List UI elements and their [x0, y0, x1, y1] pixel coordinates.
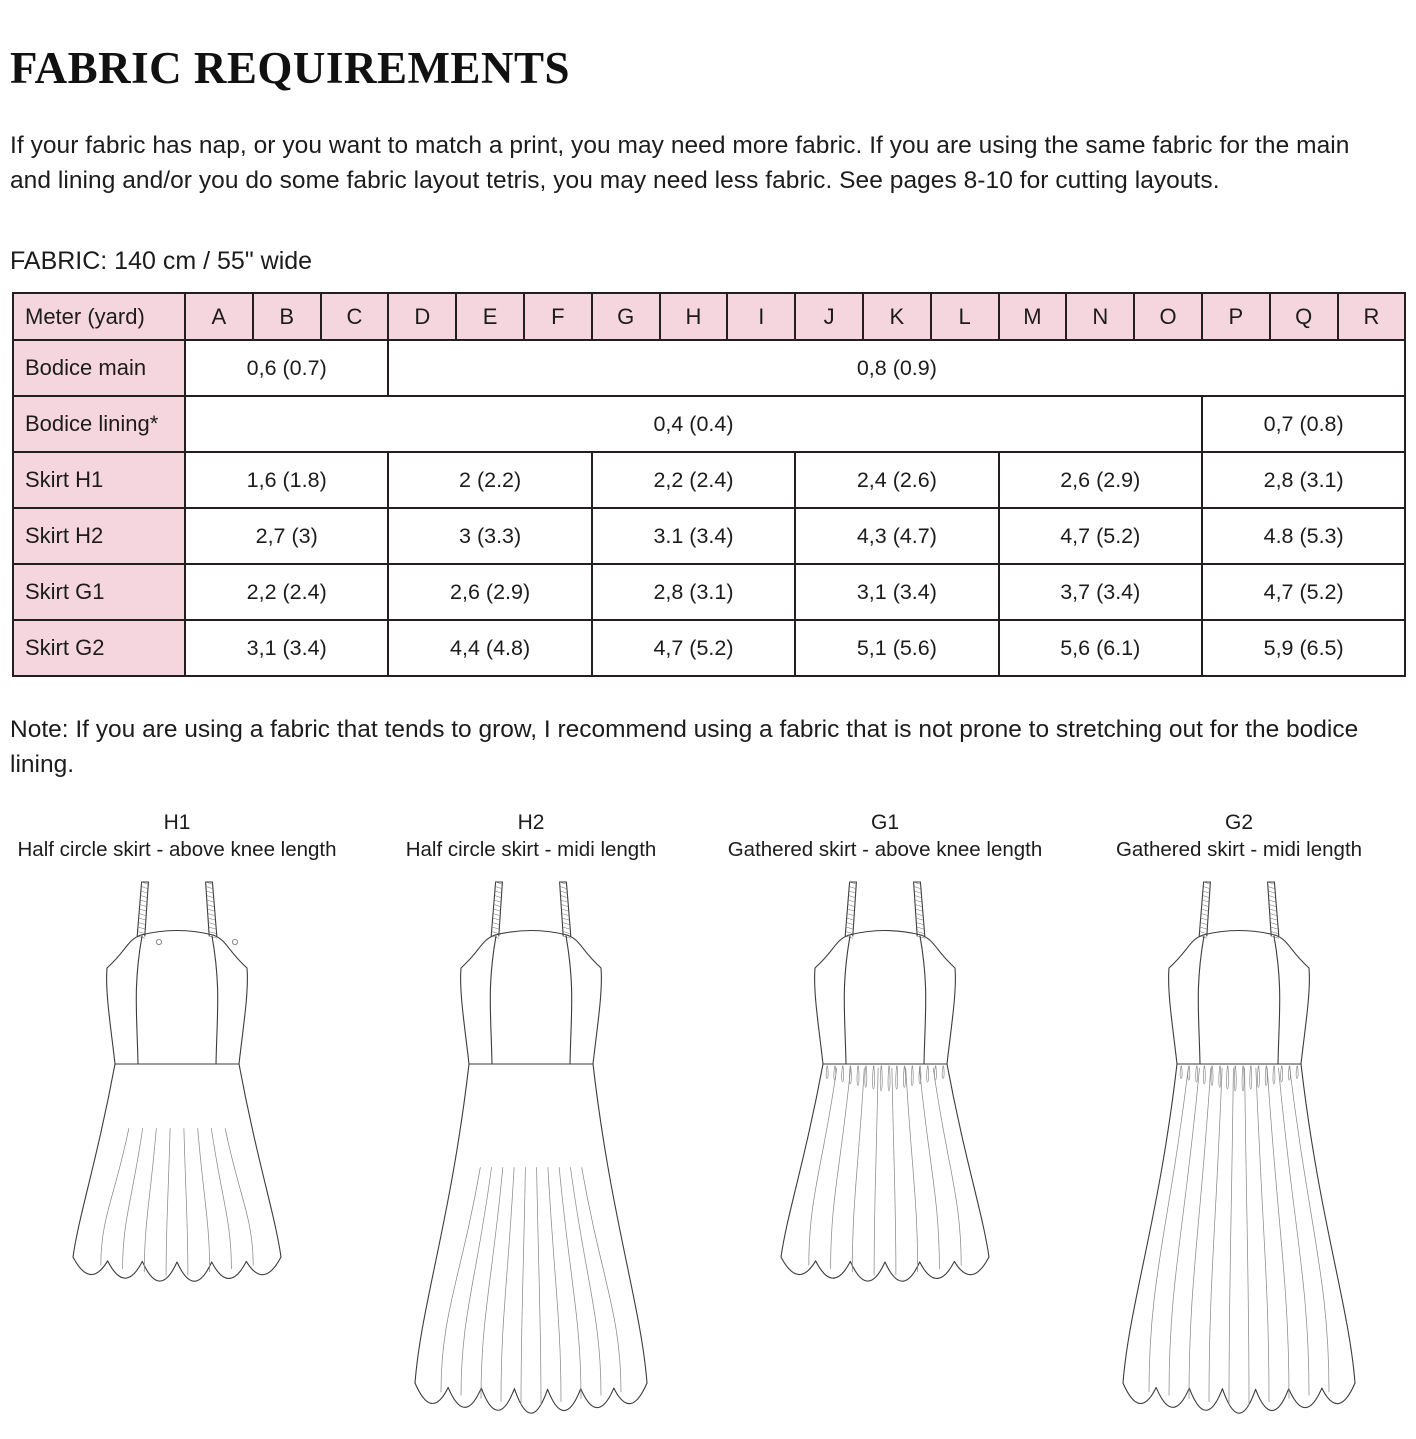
table-cell: 2,2 (2.4) — [183, 563, 390, 621]
table-cell: 4,4 (4.8) — [387, 619, 593, 677]
view-description-label: Half circle skirt - above knee length — [17, 838, 337, 861]
table-cell: 2,4 (2.6) — [794, 451, 1000, 509]
view-description-label: Gathered skirt - above knee length — [727, 838, 1043, 861]
table-cell: 5,1 (5.6) — [794, 619, 1000, 677]
table-cell: 1,6 (1.8) — [183, 451, 390, 509]
dress-illustration-g2 — [1119, 874, 1359, 1434]
table-cell: 2,2 (2.4) — [590, 451, 797, 509]
size-column-header-c: C — [319, 292, 390, 341]
table-cell: 3 (3.3) — [387, 507, 593, 565]
row-label: Skirt G2 — [12, 619, 186, 677]
size-column-header-p: P — [1200, 292, 1271, 341]
row-label: Skirt H1 — [12, 451, 186, 509]
size-column-header-g: G — [590, 292, 661, 341]
view-code-label: G1 — [870, 811, 899, 834]
view-code-label: G2 — [1224, 811, 1253, 834]
table-header-row: Meter (yard) A B C D E F G H I J K L M N O P Q R — [12, 292, 1407, 341]
size-column-header-n: N — [1065, 292, 1136, 341]
row-label: Skirt H2 — [12, 507, 186, 565]
size-column-header-a: A — [184, 292, 254, 341]
page-title: FABRIC REQUIREMENTS — [10, 43, 570, 94]
table-cell: 4,7 (5.2) — [997, 507, 1203, 565]
table-row: Skirt G1 2,2 (2.4) 2,6 (2.9) 2,8 (3.1) 3,1 (… — [12, 563, 1407, 621]
size-column-header-b: B — [251, 292, 322, 341]
table-cell: 4.8 (5.3) — [1200, 507, 1407, 565]
row-label: Bodice lining* — [12, 395, 186, 453]
size-column-header-q: Q — [1268, 292, 1339, 341]
table-cell: 3.1 (3.4) — [590, 507, 797, 565]
table-cell: 0,8 (0.9) — [387, 339, 1407, 397]
table-cell: 5,9 (6.5) — [1200, 619, 1407, 677]
table-cell: 2 (2.2) — [387, 451, 593, 509]
size-column-header-d: D — [387, 292, 458, 341]
size-column-header-i: I — [726, 292, 797, 341]
table-cell: 5,6 (6.1) — [997, 619, 1203, 677]
dress-illustration-g1 — [765, 874, 1005, 1434]
view-description-label: Gathered skirt - midi length — [1115, 838, 1363, 861]
table-cell: 3,7 (3.4) — [997, 563, 1203, 621]
table-cell: 4,3 (4.7) — [794, 507, 1000, 565]
view-column-g2: G2 Gathered skirt - midi length — [1062, 810, 1416, 1414]
table-cell: 0,7 (0.8) — [1200, 395, 1407, 453]
view-code-label: H2 — [517, 811, 545, 834]
view-code-label: H1 — [163, 811, 191, 834]
view-description-label: Half circle skirt - midi length — [405, 838, 657, 861]
dress-illustration-h1 — [57, 874, 297, 1434]
fabric-requirements-table-wrapper: Meter (yard) A B C D E F G H I J K L M N O P Q R Bodice mai… — [12, 292, 1407, 677]
table-row: Skirt H1 1,6 (1.8) 2 (2.2) 2,2 (2.4) 2,4 (2.… — [12, 451, 1407, 509]
view-column-h1: H1 Half circle skirt - above knee length — [0, 810, 354, 1410]
table-row: Bodice lining* 0,4 (0.4) 0,7 (0.8) — [12, 395, 1407, 453]
size-column-header-h: H — [658, 292, 729, 341]
table-cell: 0,4 (0.4) — [184, 395, 1203, 453]
table-corner-header: Meter (yard) — [12, 292, 186, 341]
table-cell: 0,6 (0.7) — [183, 339, 390, 397]
table-row: Skirt H2 2,7 (3) 3 (3.3) 3.1 (3.4) 4,3 (4.7)… — [12, 507, 1407, 565]
size-column-header-f: F — [522, 292, 593, 341]
view-illustrations-row: H1 Half circle skirt - above knee length H… — [0, 810, 1416, 1414]
table-cell: 4,7 (5.2) — [1200, 563, 1407, 621]
table-cell: 3,1 (3.4) — [183, 619, 390, 677]
view-column-h2: H2 Half circle skirt - midi length — [354, 810, 708, 1414]
intro-paragraph: If your fabric has nap, or you want to m… — [10, 131, 1350, 194]
dress-illustration-h2 — [411, 874, 651, 1434]
fabric-requirements-table: Meter (yard) A B C D E F G H I J K L M N O P Q R Bodice mai… — [12, 292, 1407, 677]
table-cell: 3,1 (3.4) — [794, 563, 1000, 621]
size-column-header-k: K — [861, 292, 932, 341]
table-row: Bodice main 0,6 (0.7) 0,8 (0.9) — [12, 339, 1407, 397]
size-column-header-l: L — [929, 292, 1000, 341]
size-column-header-j: J — [794, 292, 864, 341]
row-label: Skirt G1 — [12, 563, 186, 621]
table-cell: 2,8 (3.1) — [1200, 451, 1407, 509]
table-cell: 2,8 (3.1) — [590, 563, 797, 621]
row-label: Bodice main — [12, 339, 186, 397]
view-column-g1: G1 Gathered skirt - above knee length — [708, 810, 1062, 1410]
table-cell: 2,6 (2.9) — [387, 563, 593, 621]
note-paragraph: Note: If you are using a fabric that ten… — [10, 716, 1359, 778]
table-cell: 2,6 (2.9) — [997, 451, 1203, 509]
size-column-header-r: R — [1336, 292, 1407, 341]
table-row: Skirt G2 3,1 (3.4) 4,4 (4.8) 4,7 (5.2) 5,1 (… — [12, 619, 1407, 677]
size-column-header-e: E — [455, 292, 525, 341]
fabric-width-label: FABRIC: 140 cm / 55" wide — [10, 247, 313, 275]
size-column-header-m: M — [997, 292, 1068, 341]
table-cell: 2,7 (3) — [183, 507, 390, 565]
table-cell: 4,7 (5.2) — [590, 619, 797, 677]
size-column-header-o: O — [1133, 292, 1203, 341]
